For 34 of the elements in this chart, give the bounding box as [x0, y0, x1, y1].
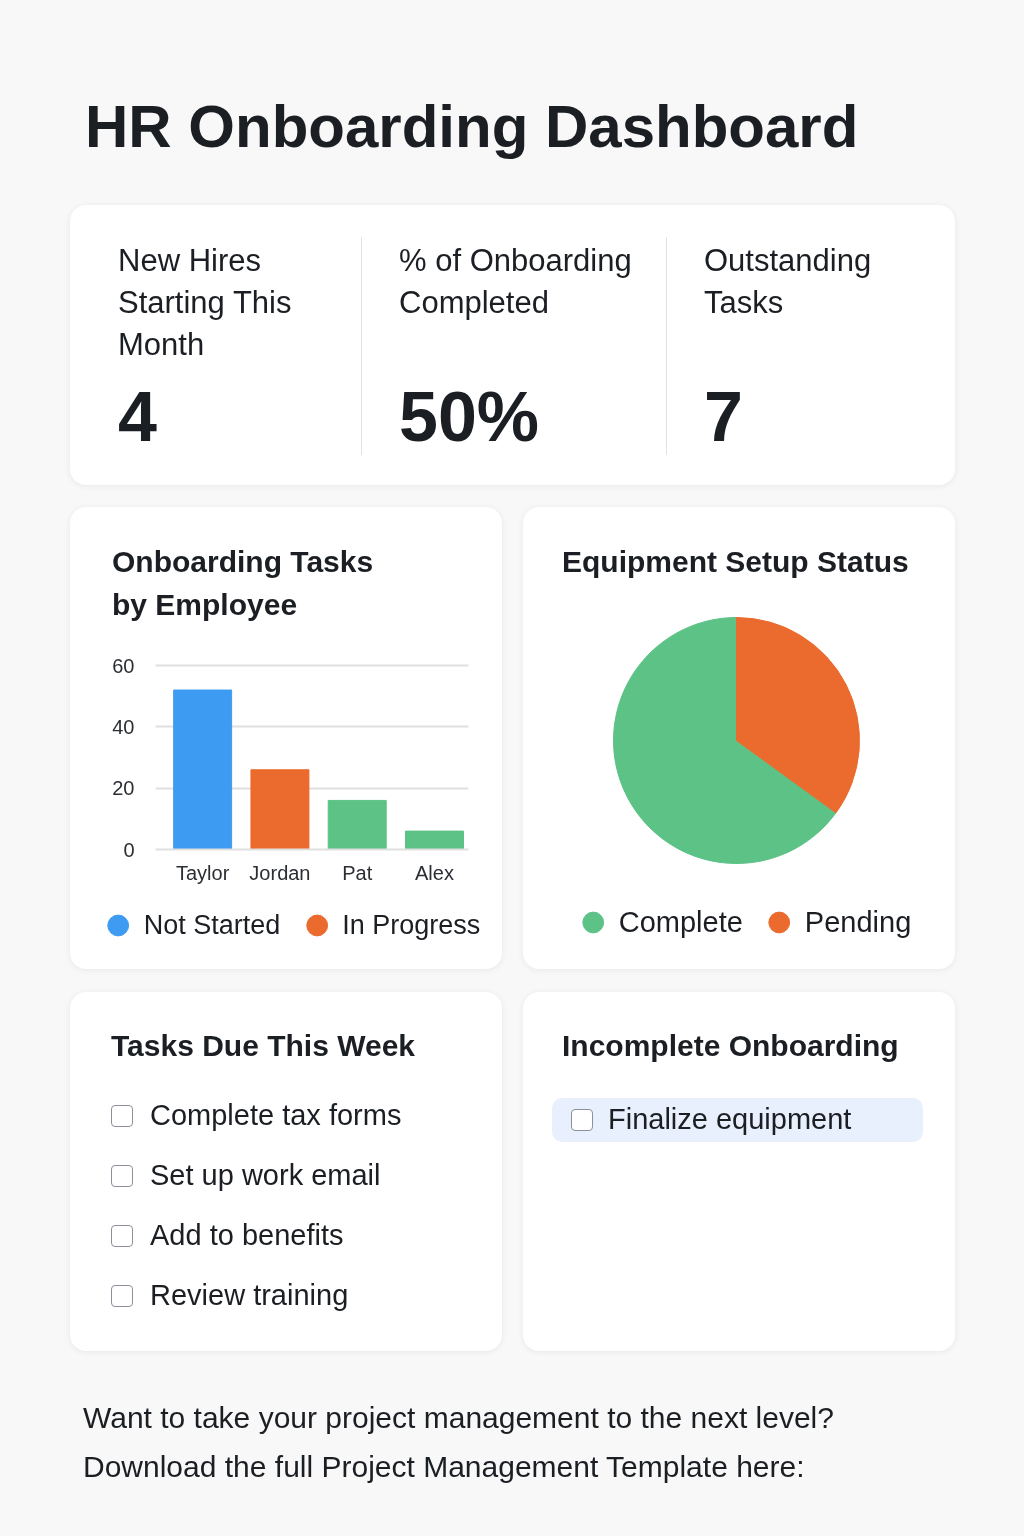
category-label: Set up work email [150, 1158, 381, 1194]
chart-title: Equipment Setup Status [562, 544, 910, 580]
chart-title: Onboarding Tasks by Employee [112, 544, 375, 623]
x-tick-label: Taylor [175, 861, 230, 884]
text: Tasks Due This Week [111, 1028, 416, 1064]
bar [405, 830, 464, 850]
text: Incomplete Onboarding [562, 1028, 900, 1064]
x-tick-label: Jordan [249, 861, 311, 884]
category-label: Finalize equipment [608, 1102, 852, 1138]
legend-label: Pending [804, 905, 912, 939]
legend-label: In Progress [342, 909, 481, 941]
y-tick-label: 60 [112, 654, 135, 677]
category-label: Review training [150, 1278, 349, 1314]
text: Download the full Project Management Template here: [83, 1449, 806, 1485]
legend-label: Complete [618, 905, 743, 939]
x-tick-label: Pat [342, 861, 373, 884]
category-label: % of Onboarding Completed [399, 242, 633, 322]
category-label: Add to benefits [150, 1218, 344, 1254]
data-label: 7 [704, 378, 743, 456]
bar [250, 769, 310, 850]
category-label: Outstanding Tasks [704, 242, 873, 322]
y-tick-label: 20 [112, 777, 135, 800]
bar [327, 799, 387, 850]
legend-label: Not Started [143, 909, 281, 941]
data-label: 4 [118, 378, 157, 456]
text: HR Onboarding Dashboard [85, 92, 860, 162]
category-label: Complete tax forms [150, 1098, 402, 1134]
data-label: 50% [399, 378, 540, 456]
category-label: New Hires Starting This Month [118, 242, 293, 364]
y-tick-label: 0 [123, 838, 135, 861]
bar [173, 689, 233, 850]
x-tick-label: Alex [415, 861, 454, 884]
y-tick-label: 40 [112, 715, 135, 738]
text: Want to take your project management to the next level? [83, 1400, 835, 1436]
